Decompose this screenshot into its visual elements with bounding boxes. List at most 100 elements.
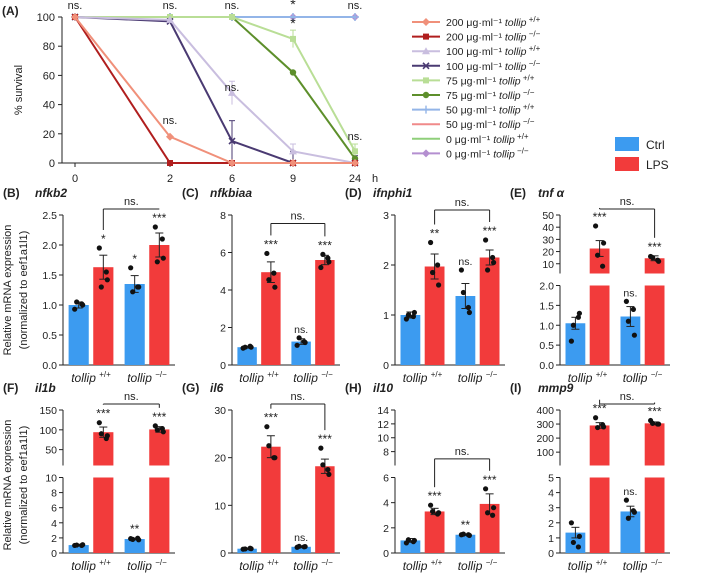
bar-y-tick-label: 0: [220, 548, 226, 560]
bar-significance-label: ***: [96, 407, 110, 421]
bar-y-tick-label: 4: [383, 498, 389, 510]
a-series-marker-0: [166, 132, 174, 141]
bar-y-tick-label: 8: [383, 447, 389, 459]
a-y-tick-label: 0: [49, 158, 55, 170]
bar-lps: [149, 245, 170, 365]
bar-y-tick-label: 1.5: [539, 300, 554, 312]
a-legend-marker-4: [423, 77, 429, 84]
bar-data-point: [135, 535, 141, 541]
a-x-tick-label: 6: [229, 173, 235, 185]
bar-data-point: [595, 424, 601, 431]
a-y-axis-label: % survival: [13, 65, 25, 115]
genotype-label: tollip +/+: [403, 370, 443, 385]
a-series-marker-1: [167, 160, 173, 166]
bar-y-tick-label: 2: [383, 260, 389, 272]
bar-y-tick-label: 5: [548, 472, 554, 484]
panel-letter-a: (A): [2, 4, 19, 18]
bar-data-point: [601, 240, 607, 246]
bar-data-point: [650, 255, 656, 261]
bar-data-point: [152, 224, 158, 230]
bar-y-tick-label: 50: [45, 445, 57, 457]
bar-significance-label: ns.: [294, 532, 308, 544]
bar-data-point: [266, 277, 272, 283]
bar-data-point: [435, 262, 441, 268]
bar-data-point: [154, 427, 160, 433]
bar-data-point: [430, 269, 436, 276]
bar-data-point: [130, 289, 136, 295]
bar-y-tick-label: 0: [383, 548, 389, 560]
bar-data-point: [74, 542, 80, 548]
bar-data-point: [247, 545, 253, 551]
bar-y-tick-label: 300: [536, 419, 554, 431]
bar-ctrl: [455, 534, 476, 553]
bar-ctrl: [400, 315, 421, 365]
bar-data-point: [490, 254, 496, 261]
a-y-tick-label: 80: [43, 41, 55, 53]
a-significance-label: ns.: [348, 0, 363, 12]
bar-bracket-label: ns.: [455, 197, 470, 209]
bar-significance-label: ***: [152, 211, 166, 225]
a-series-marker-2: [228, 88, 236, 96]
genotype-label: tollip +/+: [239, 558, 279, 573]
a-legend-label-6: 50 μg·ml⁻¹ tollip +/+: [446, 103, 535, 117]
bar-significance-label: **: [430, 227, 440, 241]
bar-y-tick-label: 400: [536, 405, 554, 417]
a-x-tick-label: 0: [72, 173, 78, 185]
panel-letter: (G): [182, 381, 199, 395]
bar-significance-label: *: [101, 232, 106, 246]
bar-data-point: [575, 314, 582, 320]
panel-letter: (D): [345, 186, 362, 200]
panel-title-nfkbiaa: nfkbiaa: [210, 186, 252, 200]
genotype-label: tollip −/−: [293, 558, 333, 573]
bar-y-tick-label: 0: [51, 548, 57, 560]
bar-bracket-label: ns.: [620, 196, 635, 208]
a-y-tick-label: 100: [37, 12, 55, 24]
bar-ctrl: [68, 545, 89, 553]
a-series-line-2: [74, 16, 356, 164]
a-legend-label-1: 200 μg·ml⁻¹ tollip −/−: [446, 30, 541, 44]
bar-y-tick-label: 6: [51, 503, 57, 515]
bar-data-point: [430, 508, 436, 515]
row-y-axis-label: Relative mRNA expression: [2, 225, 14, 356]
a-series-marker-2: [289, 147, 297, 155]
bar-ctrl: [291, 341, 311, 365]
bar-data-point: [593, 223, 599, 229]
panel-letter: (E): [510, 186, 526, 200]
bar-y-tick-label: 0: [383, 360, 389, 372]
panel-letter: (B): [3, 186, 20, 200]
bar-y-tick-label: 2.0: [539, 281, 554, 293]
bar-significance-label: ***: [593, 210, 607, 224]
bar-data-point: [576, 310, 583, 316]
genotype-label: tollip +/+: [403, 558, 443, 573]
a-significance-label: ns.: [68, 0, 83, 12]
bar-data-point: [575, 544, 582, 550]
bar-data-point: [96, 420, 102, 426]
a-legend-marker-0: [422, 18, 430, 26]
bar-y-tick-label: 8: [51, 488, 57, 500]
a-significance-label: ns.: [163, 0, 178, 12]
bar-y-tick-label: 1.5: [42, 270, 57, 282]
bar-data-point: [79, 301, 85, 307]
a-series-marker-4: [290, 35, 296, 42]
bar-ctrl: [68, 305, 89, 365]
bar-data-point: [576, 533, 583, 539]
bar-data-point: [264, 250, 270, 257]
a-x-tick-label: 24: [349, 173, 361, 185]
bar-y-tick-label: 8: [220, 210, 226, 222]
bar-y-tick-label: 14: [377, 405, 389, 417]
a-y-tick-label: 20: [43, 129, 55, 141]
bar-data-point: [301, 338, 307, 345]
bar-data-point: [625, 515, 632, 521]
bar-y-tick-label: 12: [377, 419, 389, 431]
bar-data-point: [98, 431, 104, 437]
bar-y-tick-label: 0.5: [539, 340, 554, 352]
panel-letter: (H): [345, 381, 362, 395]
bar-data-point: [410, 313, 416, 320]
bar-data-point: [631, 332, 638, 338]
bar-data-point: [135, 284, 141, 290]
bar-ctrl: [291, 546, 311, 553]
bar-data-point: [428, 502, 434, 508]
bar-data-point: [485, 267, 491, 273]
bar-data-point: [405, 312, 411, 318]
bar-data-point: [483, 237, 489, 243]
